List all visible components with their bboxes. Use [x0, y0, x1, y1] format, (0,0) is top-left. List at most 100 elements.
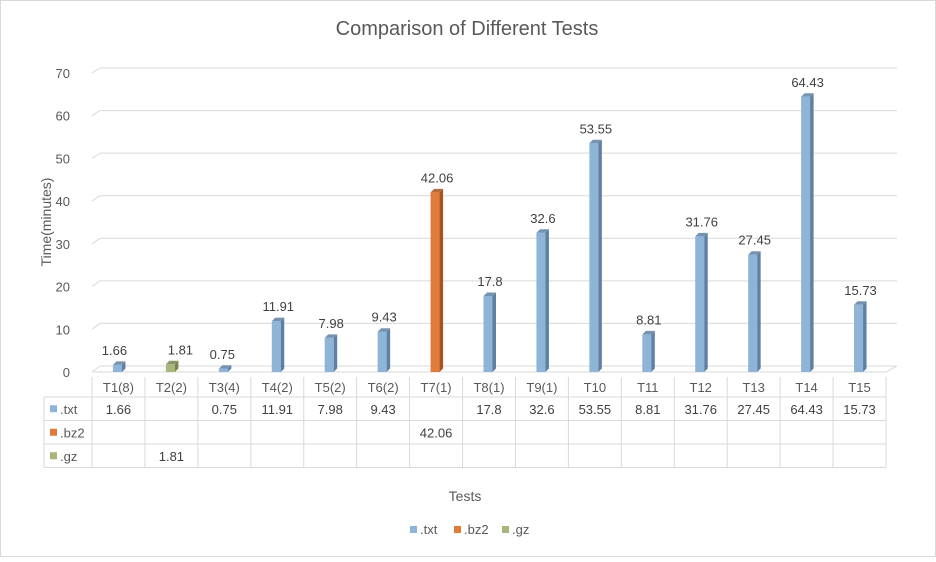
data-label: 9.43 [371, 310, 396, 325]
bar-T9(1) [536, 229, 549, 372]
bar-side [757, 251, 761, 372]
bar-front [271, 321, 281, 372]
data-label: 1.66 [102, 343, 127, 358]
category-label: T13 [742, 380, 764, 395]
table-cell: 1.66 [106, 402, 131, 417]
data-label: 1.81 [168, 342, 193, 357]
category-label: T9(1) [526, 380, 557, 395]
floor-edge-right [885, 365, 898, 373]
bar-side [863, 301, 867, 372]
bar-T2(2) [165, 360, 179, 372]
bar-front [377, 331, 387, 372]
data-label: 27.45 [738, 233, 771, 248]
y-axis-label: Time(minutes) [38, 178, 54, 267]
category-label: T2(2) [156, 380, 187, 395]
bar-front [854, 304, 864, 372]
bar-side [386, 328, 391, 372]
bar-T4(2) [271, 317, 285, 372]
bar-top [324, 334, 338, 338]
table-cell: 31.76 [684, 402, 717, 417]
table-cell: 15.73 [843, 402, 876, 417]
legend-label: .bz2 [464, 522, 489, 537]
table-cell: 53.55 [579, 402, 612, 417]
bar-top [642, 330, 655, 335]
bar-T8(1) [483, 292, 496, 372]
data-label: 17.8 [477, 274, 502, 289]
bar-T6(2) [377, 328, 391, 372]
category-label: T1(8) [103, 380, 134, 395]
bar-top [483, 292, 496, 296]
category-label: T10 [584, 380, 606, 395]
bar-T10 [589, 139, 602, 372]
gridline-side [91, 152, 101, 159]
table-cell: 9.43 [370, 402, 395, 417]
bar-top [536, 229, 549, 233]
data-label: 7.98 [319, 316, 344, 331]
category-label: T3(4) [209, 380, 240, 395]
legend: .txt .bz2 .gz [410, 522, 529, 537]
bar-side [704, 232, 708, 372]
data-label: 32.6 [530, 211, 555, 226]
y-tick-label: 20 [56, 280, 70, 295]
category-label: T5(2) [315, 380, 346, 395]
table-cell: 42.06 [420, 425, 453, 440]
data-label: 42.06 [421, 170, 454, 185]
bar-side [333, 334, 338, 372]
data-label: 11.91 [262, 299, 294, 314]
legend-label: .gz [512, 522, 529, 537]
bar-top [589, 139, 602, 144]
bar-front [801, 96, 811, 372]
table-legend-key [50, 452, 57, 460]
chart-title: Comparison of Different Tests [336, 18, 599, 40]
bar-top [271, 317, 285, 322]
bar-front [430, 192, 440, 372]
category-label: T8(1) [473, 380, 504, 395]
table-cell: 1.81 [159, 449, 184, 464]
bar-top [112, 361, 126, 365]
legend-key [502, 526, 509, 533]
data-label: 31.76 [685, 214, 718, 229]
bar-T11 [642, 330, 655, 372]
bar-top [165, 360, 179, 365]
gridline-side [91, 195, 101, 202]
bar-top [748, 251, 761, 255]
gridlines [91, 67, 898, 373]
table-legend-key [50, 428, 57, 436]
y-tick-label: 10 [56, 322, 70, 337]
table-cell: 7.98 [318, 402, 343, 417]
table-series-name: .txt [60, 402, 78, 417]
bar-front [589, 143, 599, 372]
bar-T12 [695, 232, 708, 372]
data-label: 64.43 [791, 75, 824, 90]
gridline-side [91, 237, 101, 245]
bar-front [324, 337, 334, 372]
bar-T1(8) [112, 361, 126, 372]
gridline-side [91, 323, 101, 330]
x-axis-label: Tests [449, 488, 482, 504]
category-label: T14 [795, 380, 817, 395]
bar-side [545, 229, 549, 372]
bar-T3(4) [218, 365, 232, 372]
bar-side [227, 365, 232, 372]
gridline-side [91, 280, 101, 287]
y-tick-label: 70 [56, 66, 70, 81]
data-table: T1(8) T2(2) T3(4) T4(2) T5(2) T6(2) T7(1) T8(1)… [43, 377, 887, 468]
table-legend-key [50, 405, 57, 413]
bar-front [642, 334, 652, 372]
bar-side [174, 360, 179, 372]
bar-side [598, 139, 602, 372]
y-tick-labels: 0 10 20 30 40 50 60 70 [56, 66, 70, 380]
category-label: T12 [690, 380, 712, 395]
category-label: T6(2) [368, 380, 399, 395]
bar-top [854, 301, 867, 305]
bar-front [695, 236, 705, 372]
table-cell: 8.81 [635, 402, 660, 417]
bar-T7(1) [430, 188, 444, 372]
category-label: T11 [637, 380, 658, 395]
legend-label: .txt [420, 522, 438, 537]
bar-side [810, 93, 814, 372]
y-tick-label: 50 [56, 151, 70, 166]
bar-top [377, 328, 391, 332]
